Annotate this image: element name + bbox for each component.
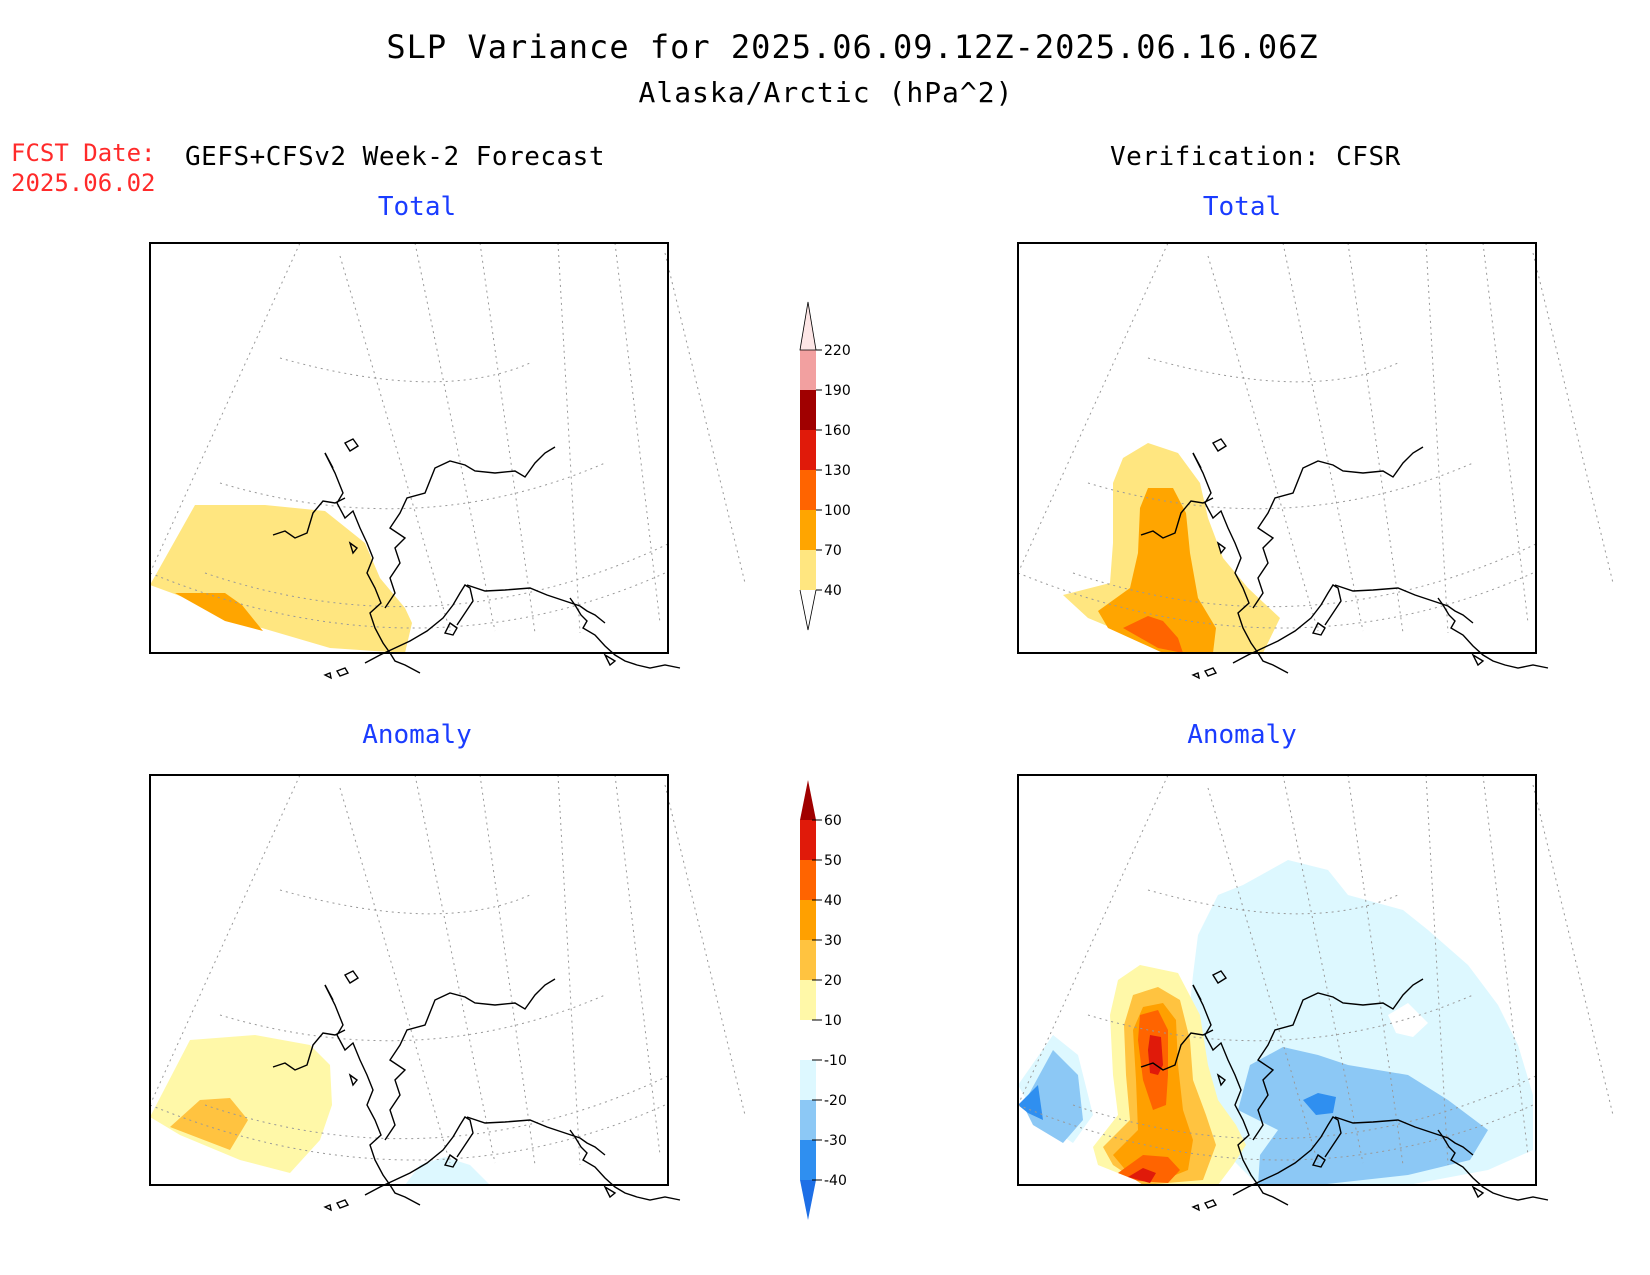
verification-total-frame <box>1017 242 1537 654</box>
total-colorbar-swatch <box>800 510 816 550</box>
total-colorbar-label: 220 <box>824 343 851 359</box>
total-colorbar-label: 100 <box>824 503 851 519</box>
anomaly-colorbar-swatch <box>800 940 816 980</box>
forecast-column-header: GEFS+CFSv2 Week-2 Forecast <box>185 142 605 172</box>
total-colorbar-swatch <box>800 430 816 470</box>
forecast-total-title: Total <box>377 192 457 222</box>
anomaly-colorbar-swatch <box>800 1020 816 1060</box>
total-colorbar-label: 190 <box>824 383 851 399</box>
forecast-anomaly-frame <box>149 774 669 1186</box>
anomaly-colorbar-label: -10 <box>824 1053 847 1069</box>
forecast-total-map <box>149 242 746 679</box>
verification-total-map <box>1017 242 1614 679</box>
forecast-anomaly-title: Anomaly <box>362 720 472 750</box>
forecast-total-contour-70-100 <box>175 593 263 631</box>
total-colorbar-swatch <box>800 390 816 430</box>
anomaly-colorbar-swatch <box>800 900 816 940</box>
total-colorbar-bottom-arrow <box>799 589 817 631</box>
fcst-date-value: 2025.06.02 <box>11 169 156 197</box>
verification-anomaly-contour-50-60-south <box>1128 1168 1156 1183</box>
forecast-anomaly-contour-20-30 <box>170 1098 248 1150</box>
total-colorbar-label: 160 <box>824 423 851 439</box>
figure-subtitle: Alaska/Arctic (hPa^2) <box>638 76 1014 109</box>
verification-anomaly-contour-m30-m40-east <box>1303 1093 1336 1115</box>
anomaly-colorbar-label: 60 <box>824 813 842 829</box>
fcst-date-label: FCST Date: <box>11 139 156 167</box>
anomaly-colorbar-swatch <box>800 780 816 820</box>
anomaly-colorbar-swatch <box>800 1060 816 1100</box>
verification-total-title: Total <box>1202 192 1282 222</box>
forecast-total-frame <box>149 242 669 654</box>
forecast-anomaly-contour-10-20 <box>150 1035 332 1173</box>
verification-anomaly-map <box>1017 774 1614 1211</box>
total-colorbar-swatch <box>800 350 816 390</box>
anomaly-colorbar-label: 40 <box>824 893 842 909</box>
total-colorbar: 40 70 100 130 160 190 220 <box>799 301 851 631</box>
anomaly-colorbar-swatch <box>800 1100 816 1140</box>
anomaly-colorbar-label: -40 <box>824 1173 847 1189</box>
anomaly-colorbar-label: -20 <box>824 1093 847 1109</box>
total-colorbar-label: 130 <box>824 463 851 479</box>
verification-anomaly-title: Anomaly <box>1187 720 1297 750</box>
anomaly-colorbar-label: 50 <box>824 853 842 869</box>
verification-column-header: Verification: CFSR <box>1110 142 1401 172</box>
total-colorbar-swatch <box>800 470 816 510</box>
anomaly-colorbar-swatch <box>800 1140 816 1180</box>
anomaly-colorbar-swatch <box>800 980 816 1020</box>
figure-title: SLP Variance for 2025.06.09.12Z-2025.06.… <box>386 28 1319 66</box>
total-colorbar-label: 70 <box>824 543 842 559</box>
anomaly-colorbar-label: 10 <box>824 1013 842 1029</box>
anomaly-colorbar-label: 30 <box>824 933 842 949</box>
verification-anomaly-contour-above-m10 <box>1388 1003 1428 1037</box>
anomaly-colorbar-label: -30 <box>824 1133 847 1149</box>
anomaly-colorbar-label: 20 <box>824 973 842 989</box>
anomaly-colorbar-swatch <box>800 860 816 900</box>
anomaly-colorbar: -40 -30 -20 -10 10 20 30 40 50 60 <box>800 780 847 1220</box>
fcst-date: FCST Date: 2025.06.02 <box>11 138 156 198</box>
verification-anomaly-contour-m20-m30-west <box>1023 1050 1083 1143</box>
verification-anomaly-frame <box>1017 774 1537 1186</box>
verification-total-contour-100-130 <box>1123 616 1183 653</box>
total-colorbar-top-arrow <box>799 301 817 351</box>
verification-anomaly-contour-50-60-north <box>1148 1035 1163 1075</box>
anomaly-colorbar-swatch <box>800 1180 816 1220</box>
total-colorbar-swatch <box>800 550 816 590</box>
verification-anomaly-contour-m20-m30-east <box>1238 1047 1488 1185</box>
total-colorbar-label: 40 <box>824 583 842 599</box>
anomaly-colorbar-swatch <box>800 820 816 860</box>
verification-anomaly-contour-m30-m40-west <box>1018 1085 1043 1120</box>
forecast-total-contour-40-70 <box>150 505 412 653</box>
forecast-anomaly-map <box>149 774 746 1211</box>
verification-total-contour-70-100 <box>1098 488 1216 653</box>
